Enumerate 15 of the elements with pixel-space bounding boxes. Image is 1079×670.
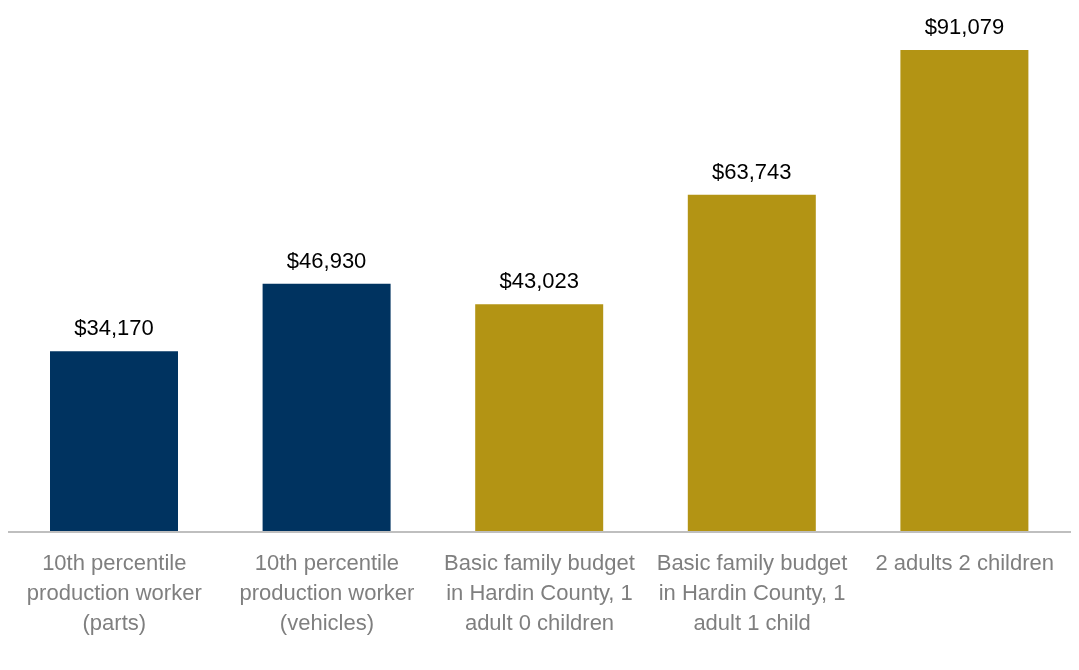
bar (687, 194, 816, 532)
data-label: $63,743 (712, 158, 792, 184)
x-tick-label: Basic family budget in Hardin County, 1 adult 0 children (444, 550, 635, 635)
bar (900, 50, 1029, 532)
bar (262, 283, 391, 532)
bar (50, 351, 178, 532)
x-tick-label: 2 adults 2 children (875, 550, 1054, 575)
x-tick-label: 10th percentile production worker (parts) (26, 550, 202, 635)
data-label: $46,930 (286, 247, 367, 273)
data-label: $91,079 (924, 14, 1005, 39)
x-tick-label: Basic family budget in Hardin County, 1 adult 1 child (656, 550, 848, 635)
x-tick-label: 10th percentile production worker (vehicles) (239, 550, 415, 635)
bar (475, 304, 604, 532)
data-label: $34,170 (74, 315, 154, 341)
data-label: $43,023 (499, 268, 579, 294)
